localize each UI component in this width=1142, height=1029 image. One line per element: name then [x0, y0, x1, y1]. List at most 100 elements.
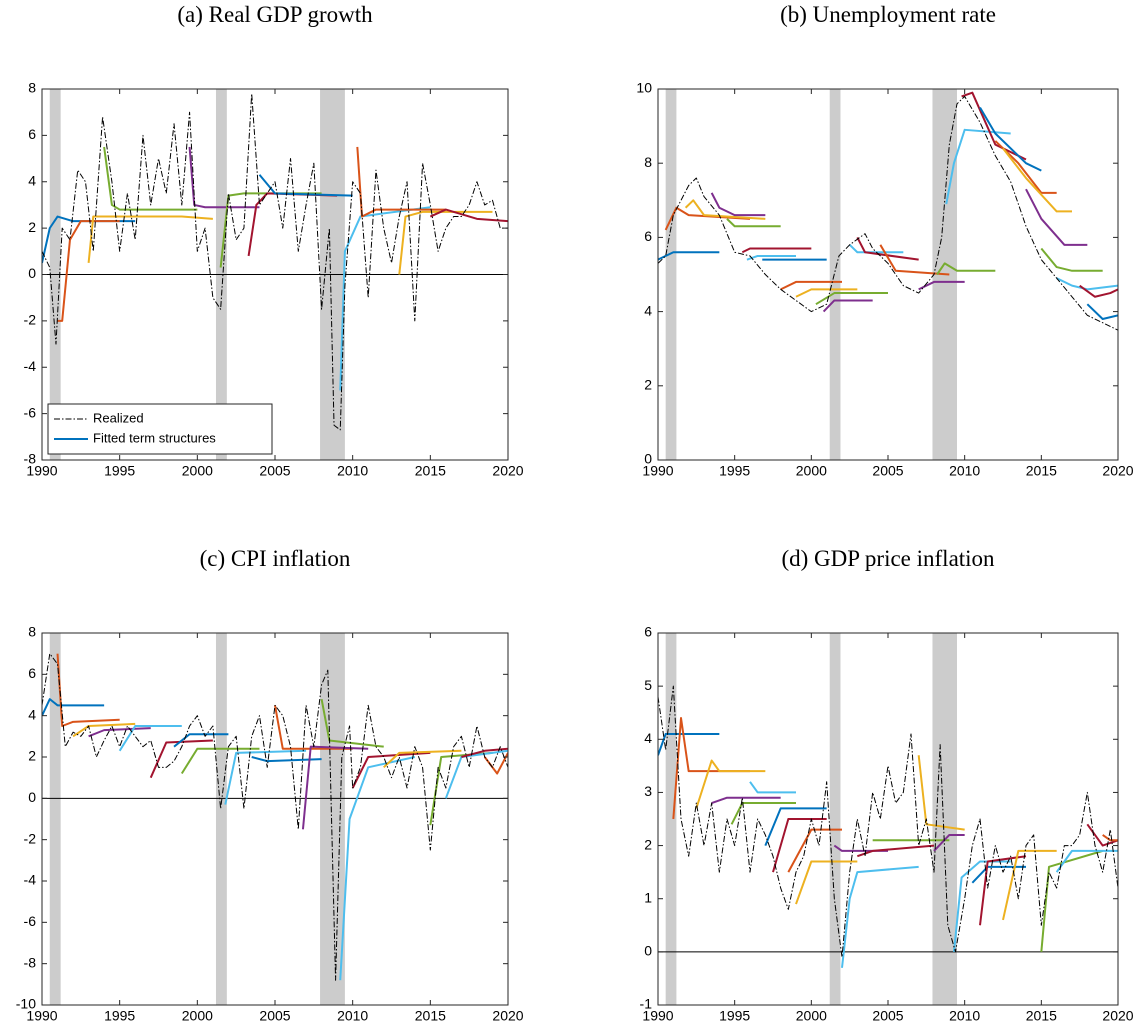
x-tick-label: 2010	[337, 1008, 368, 1024]
fitted-term-structure	[764, 807, 827, 846]
fitted-term-structure	[952, 860, 1011, 952]
fitted-term-structure	[695, 759, 766, 809]
fitted-term-structure	[1002, 147, 1072, 213]
y-tick-label: -2	[24, 312, 37, 328]
fitted-term-structure	[339, 756, 416, 981]
fitted-term-structure	[251, 756, 322, 763]
fitted-term-structure	[815, 292, 888, 306]
y-tick-label: 10	[636, 80, 652, 96]
y-tick-label: -4	[24, 872, 37, 888]
y-tick-label: 4	[28, 172, 36, 188]
fitted-term-structure	[87, 215, 213, 264]
fitted-term-structure	[857, 844, 935, 858]
y-tick-label: 4	[28, 706, 36, 722]
fitted-term-structure	[258, 174, 353, 197]
y-tick-label: 6	[644, 228, 652, 244]
fitted-term-structure	[149, 739, 213, 779]
fitted-term-structure	[398, 210, 493, 275]
y-tick-label: 4	[644, 302, 652, 318]
plot-area	[42, 633, 508, 1005]
fitted-term-structure	[351, 751, 431, 789]
x-tick-label: 2005	[872, 463, 903, 479]
fitted-term-structure	[772, 818, 827, 873]
fitted-term-structure	[42, 698, 105, 717]
x-tick-label: 2015	[415, 463, 446, 479]
plot-inner	[658, 633, 1118, 1005]
y-tick-label: 6	[28, 665, 36, 681]
x-tick-label: 1995	[104, 1008, 135, 1024]
plot-inner	[42, 89, 508, 460]
fitted-term-structure	[483, 752, 508, 775]
fitted-term-structure	[795, 860, 858, 905]
x-tick-label: 2015	[1026, 463, 1057, 479]
fitted-term-structure	[1079, 284, 1118, 298]
fitted-term-structure	[961, 91, 1027, 161]
y-tick-label: 2	[644, 836, 652, 852]
fitted-term-structure	[429, 751, 493, 826]
recession-band	[829, 89, 841, 460]
fitted-term-structure	[917, 755, 965, 831]
fitted-term-structure	[945, 128, 1011, 205]
legend-label: Realized	[93, 410, 144, 425]
x-tick-label: 2015	[1026, 1008, 1057, 1024]
fitted-term-structure	[224, 749, 307, 805]
fitted-term-structure	[1002, 849, 1057, 921]
fitted-term-structure	[741, 247, 812, 254]
fitted-term-structure	[339, 206, 431, 391]
y-tick-label: 8	[28, 624, 36, 640]
y-tick-label: -4	[24, 358, 37, 374]
panel-title: (d) GDP price inflation	[781, 546, 995, 571]
recession-band	[49, 633, 61, 1005]
x-tick-label: 1990	[26, 463, 57, 479]
fitted-term-structure	[780, 280, 842, 291]
y-tick-label: 8	[644, 154, 652, 170]
x-tick-label: 2010	[949, 463, 980, 479]
legend: Realized Fitted term structures	[47, 403, 273, 455]
fitted-term-structure	[684, 199, 766, 220]
recession-band	[320, 633, 345, 1005]
recession-band	[665, 633, 677, 1005]
fitted-term-structure	[1040, 849, 1103, 952]
fitted-term-structure	[746, 254, 796, 261]
fitted-term-structure	[726, 218, 781, 228]
x-tick-label: 2000	[796, 463, 827, 479]
x-tick-label: 2020	[1102, 1008, 1133, 1024]
plot-area	[658, 633, 1118, 1005]
y-tick-label: 2	[28, 219, 36, 235]
y-tick-label: -8	[24, 954, 37, 970]
fitted-term-structure	[180, 747, 260, 775]
realized-line	[658, 95, 1118, 331]
recession-band	[829, 633, 841, 1005]
realized-line	[658, 685, 1118, 958]
fitted-term-structure	[710, 192, 766, 217]
y-tick-label: 6	[644, 624, 652, 640]
x-tick-label: 2015	[415, 1008, 446, 1024]
fitted-term-structure	[879, 244, 950, 276]
y-tick-label: -8	[24, 451, 37, 467]
y-tick-label: -10	[16, 996, 36, 1012]
x-tick-label: 1990	[642, 463, 673, 479]
fitted-term-structure	[429, 208, 508, 223]
fitted-term-structure	[301, 745, 369, 830]
fitted-term-structure	[841, 865, 919, 968]
fitted-term-structure	[979, 107, 1042, 172]
fitted-term-structure	[1040, 247, 1103, 272]
fitted-term-structure	[787, 828, 842, 873]
fitted-term-structure	[658, 251, 720, 261]
fitted-term-structure	[444, 749, 508, 799]
x-tick-label: 2010	[949, 1008, 980, 1024]
x-tick-label: 2005	[259, 1008, 290, 1024]
fitted-term-structure	[848, 244, 904, 254]
fitted-term-structure	[979, 855, 1027, 926]
x-tick-label: 2000	[796, 1008, 827, 1024]
y-tick-label: 0	[28, 789, 36, 805]
y-tick-label: -1	[640, 996, 653, 1012]
fitted-term-structure	[1086, 823, 1118, 847]
y-tick-label: 8	[28, 80, 36, 96]
fitted-term-structure	[461, 747, 508, 758]
fitted-term-structure	[274, 705, 353, 750]
fitted-term-structure	[1055, 849, 1118, 873]
fitted-term-structure	[57, 220, 120, 322]
x-tick-label: 1990	[642, 1008, 673, 1024]
